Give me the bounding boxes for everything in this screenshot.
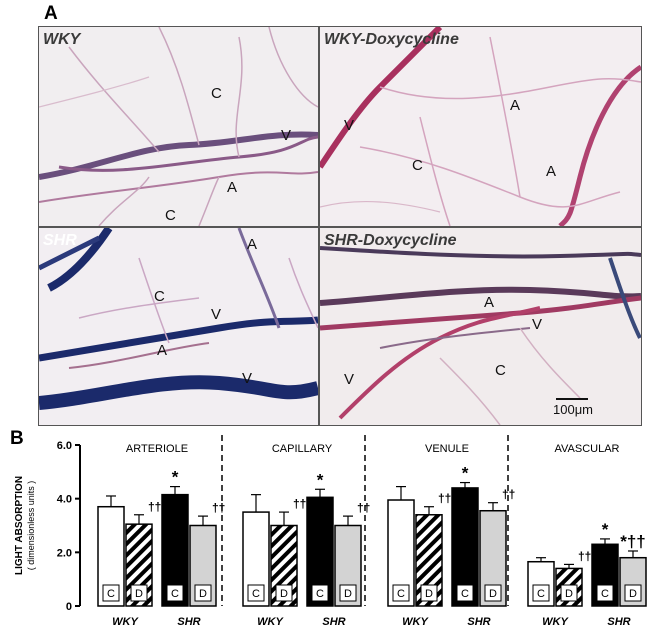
bar-code-label: C <box>316 588 324 600</box>
bar-code-label: D <box>280 588 288 600</box>
vessel-label: C <box>495 362 506 379</box>
bar-code-box <box>532 584 550 602</box>
micrograph-title: WKY <box>43 31 81 48</box>
micrograph-wky: WKY C V A C <box>39 27 318 226</box>
bar-code-box <box>456 584 474 602</box>
vessel-label: C <box>211 85 222 102</box>
vessel-label: V <box>281 127 292 144</box>
vessel-label: A <box>247 236 258 253</box>
micrograph-title: SHR <box>43 232 77 249</box>
micrograph-shr: SHR A C V A V <box>39 228 318 425</box>
micrograph-title: WKY-Doxycycline <box>324 31 459 48</box>
bar-code-box <box>560 584 578 602</box>
significance-mark: †† <box>212 501 225 515</box>
significance-mark: * <box>602 520 609 539</box>
scale-bar-label: 100μm <box>553 402 594 417</box>
bar-code-label: D <box>425 588 433 600</box>
bar-code-label: C <box>171 588 179 600</box>
bar-code-label: D <box>565 588 573 600</box>
group-label: SHR <box>467 616 490 628</box>
significance-mark: †† <box>148 500 161 514</box>
vessel-label: A <box>510 97 521 114</box>
bar-code-box <box>102 584 120 602</box>
bar-code-box <box>311 584 329 602</box>
group-label: SHR <box>607 616 630 628</box>
bar-code-box <box>194 584 212 602</box>
micrograph-wky-doxycycline: WKY-Doxycycline A V C A <box>320 27 641 226</box>
bar-code-label: C <box>537 588 545 600</box>
vessel-label: C <box>412 157 423 174</box>
vessel-label: C <box>154 288 165 305</box>
bar-code-label: D <box>199 588 207 600</box>
significance-mark: †† <box>293 497 306 511</box>
bar-code-label: C <box>252 588 260 600</box>
significance-mark: †† <box>502 488 515 502</box>
significance-mark: * <box>172 468 179 487</box>
vessel-network-shr <box>39 228 318 410</box>
micrograph-grid: WKY C V A C WKY-Doxycycline A V C A <box>38 26 642 426</box>
panel-title: CAPILLARY <box>272 443 333 455</box>
bar-code-box <box>484 584 502 602</box>
bar-code-label: D <box>629 588 637 600</box>
panel-title: AVASCULAR <box>554 443 619 455</box>
group-label: WKY <box>257 616 284 628</box>
vessel-label: V <box>344 117 355 134</box>
vessel-network-wky-doxycycline <box>320 27 641 226</box>
bar-code-box <box>130 584 148 602</box>
micrograph-shr-doxycycline: SHR-Doxycycline A V V C 100μm <box>320 228 641 425</box>
bar-code-label: C <box>107 588 115 600</box>
bar-code-label: D <box>489 588 497 600</box>
y-tick-label: 4.0 <box>57 494 72 506</box>
vessel-label: A <box>546 163 557 180</box>
bar-code-label: C <box>397 588 405 600</box>
significance-mark: †† <box>438 492 451 506</box>
bar-code-box <box>275 584 293 602</box>
scale-bar <box>556 398 588 400</box>
vessel-label: C <box>165 207 176 224</box>
significance-mark: †† <box>578 549 591 563</box>
group-label: WKY <box>112 616 139 628</box>
bar-code-box <box>624 584 642 602</box>
vessel-label: A <box>227 179 238 196</box>
panel-a-label: A <box>44 3 58 24</box>
bar-code-label: C <box>461 588 469 600</box>
bar-code-box <box>420 584 438 602</box>
bar-code-box <box>166 584 184 602</box>
y-tick-label: 0 <box>66 601 72 613</box>
vessel-network-shr-doxycycline <box>320 246 641 425</box>
light-absorption-chart: 6.0 4.0 2.0 0 LIGHT ABSORPTION( dimensionles… <box>14 435 647 628</box>
significance-mark: * <box>317 470 324 489</box>
bar <box>189 524 217 607</box>
significance-mark: *†† <box>620 532 646 551</box>
y-axis-label: LIGHT ABSORPTION <box>14 476 25 575</box>
bar-code-label: C <box>601 588 609 600</box>
vessel-network-wky <box>39 27 318 226</box>
group-label: SHR <box>177 616 200 628</box>
vessel-label: V <box>211 306 222 323</box>
bar-code-box <box>339 584 357 602</box>
vessel-label: A <box>157 342 168 359</box>
y-tick-label: 2.0 <box>57 547 72 559</box>
panel-b-label: B <box>10 428 24 449</box>
significance-mark: * <box>462 464 469 483</box>
y-tick-label: 6.0 <box>57 440 72 452</box>
bar-code-box <box>596 584 614 602</box>
vessel-label: A <box>484 294 495 311</box>
y-axis-sublabel: ( dimensionless units ) <box>26 481 36 571</box>
vessel-label: V <box>344 371 355 388</box>
bar-code-box <box>392 584 410 602</box>
micrograph-title: SHR-Doxycycline <box>324 232 457 249</box>
group-label: WKY <box>542 616 569 628</box>
significance-mark: †† <box>357 501 370 515</box>
panel-title: VENULE <box>425 443 469 455</box>
panel-title: ARTERIOLE <box>126 443 188 455</box>
bar-code-label: D <box>135 588 143 600</box>
vessel-label: V <box>242 370 253 387</box>
bar-code-box <box>247 584 265 602</box>
bar-code-label: D <box>344 588 352 600</box>
bar <box>97 505 125 607</box>
group-label: WKY <box>402 616 429 628</box>
group-label: SHR <box>322 616 345 628</box>
vessel-label: V <box>532 316 543 333</box>
